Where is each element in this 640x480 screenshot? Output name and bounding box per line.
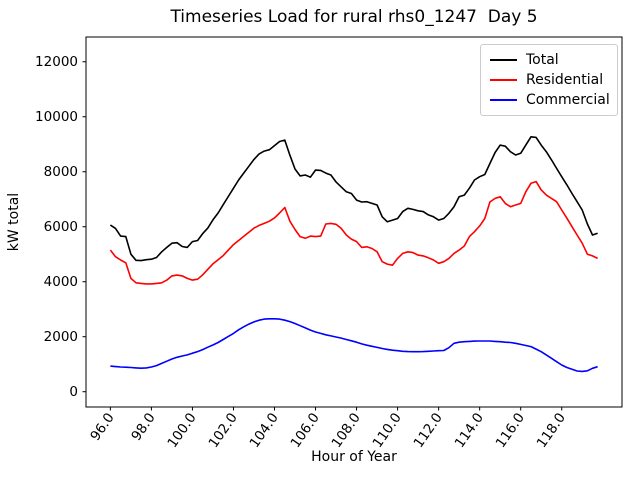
legend-entry-total: Total	[490, 50, 617, 70]
chart-title: Timeseries Load for rural rhs0_1247 Day …	[170, 7, 538, 27]
series-line-commercial	[110, 318, 598, 373]
y-tick-label: 6000	[44, 219, 78, 235]
x-tick-label: 104.0	[246, 410, 281, 451]
legend-label-total: Total	[526, 52, 559, 68]
legend-entry-residential: Residential	[490, 70, 617, 90]
x-tick-label: 96.0	[87, 410, 117, 444]
x-tick-label: 114.0	[452, 410, 487, 451]
y-tick-label: 8000	[44, 164, 78, 180]
total-line-swatch	[490, 59, 517, 61]
y-axis-label: kW total	[6, 192, 22, 252]
x-tick-label: 110.0	[370, 410, 405, 451]
legend-label-residential: Residential	[526, 72, 604, 88]
residential-line-swatch	[490, 79, 517, 81]
x-tick-label: 116.0	[493, 410, 528, 451]
y-tick-label: 4000	[44, 274, 78, 290]
x-axis-label: Hour of Year	[311, 449, 397, 465]
axes-frame	[85, 36, 623, 408]
x-tick-label: 102.0	[205, 410, 240, 451]
series-line-residential	[109, 180, 598, 285]
legend-label-commercial: Commercial	[526, 92, 610, 108]
x-tick-label: 106.0	[287, 410, 322, 451]
legend: Total Residential Commercial	[480, 44, 618, 116]
x-tick-label: 98.0	[128, 410, 158, 444]
y-tick-label: 12000	[35, 54, 78, 70]
commercial-line-swatch	[490, 99, 517, 101]
y-tick-label: 10000	[35, 109, 78, 125]
y-tick-label: 0	[69, 384, 78, 400]
x-tick-label: 112.0	[411, 410, 446, 451]
legend-entry-commercial: Commercial	[490, 90, 617, 110]
y-tick-label: 2000	[44, 329, 78, 345]
x-tick-label: 118.0	[534, 410, 569, 451]
series-line-total	[109, 136, 598, 262]
x-tick-label: 108.0	[329, 410, 364, 451]
x-tick-label: 100.0	[164, 410, 199, 451]
